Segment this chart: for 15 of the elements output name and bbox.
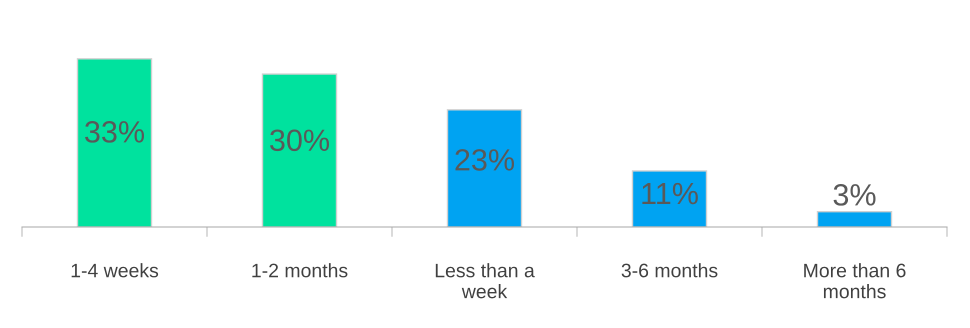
bar	[76, 58, 152, 227]
data-label: 23%	[455, 149, 514, 171]
data-label: 3%	[834, 184, 876, 206]
x-tick-label: 3-6 months	[622, 263, 718, 278]
x-tick-label: 1-2 months	[252, 263, 348, 278]
bar	[632, 170, 708, 227]
x-tick-label: More than 6 months	[804, 263, 906, 298]
data-label: 11%	[642, 182, 698, 204]
bar	[816, 211, 892, 227]
x-tick-label: Less than a week	[436, 263, 535, 298]
data-label: 33%	[85, 121, 144, 143]
data-label: 30%	[270, 129, 329, 152]
bar	[446, 109, 522, 227]
bar	[262, 73, 338, 227]
x-tick-label: 1-4 weeks	[72, 263, 158, 278]
